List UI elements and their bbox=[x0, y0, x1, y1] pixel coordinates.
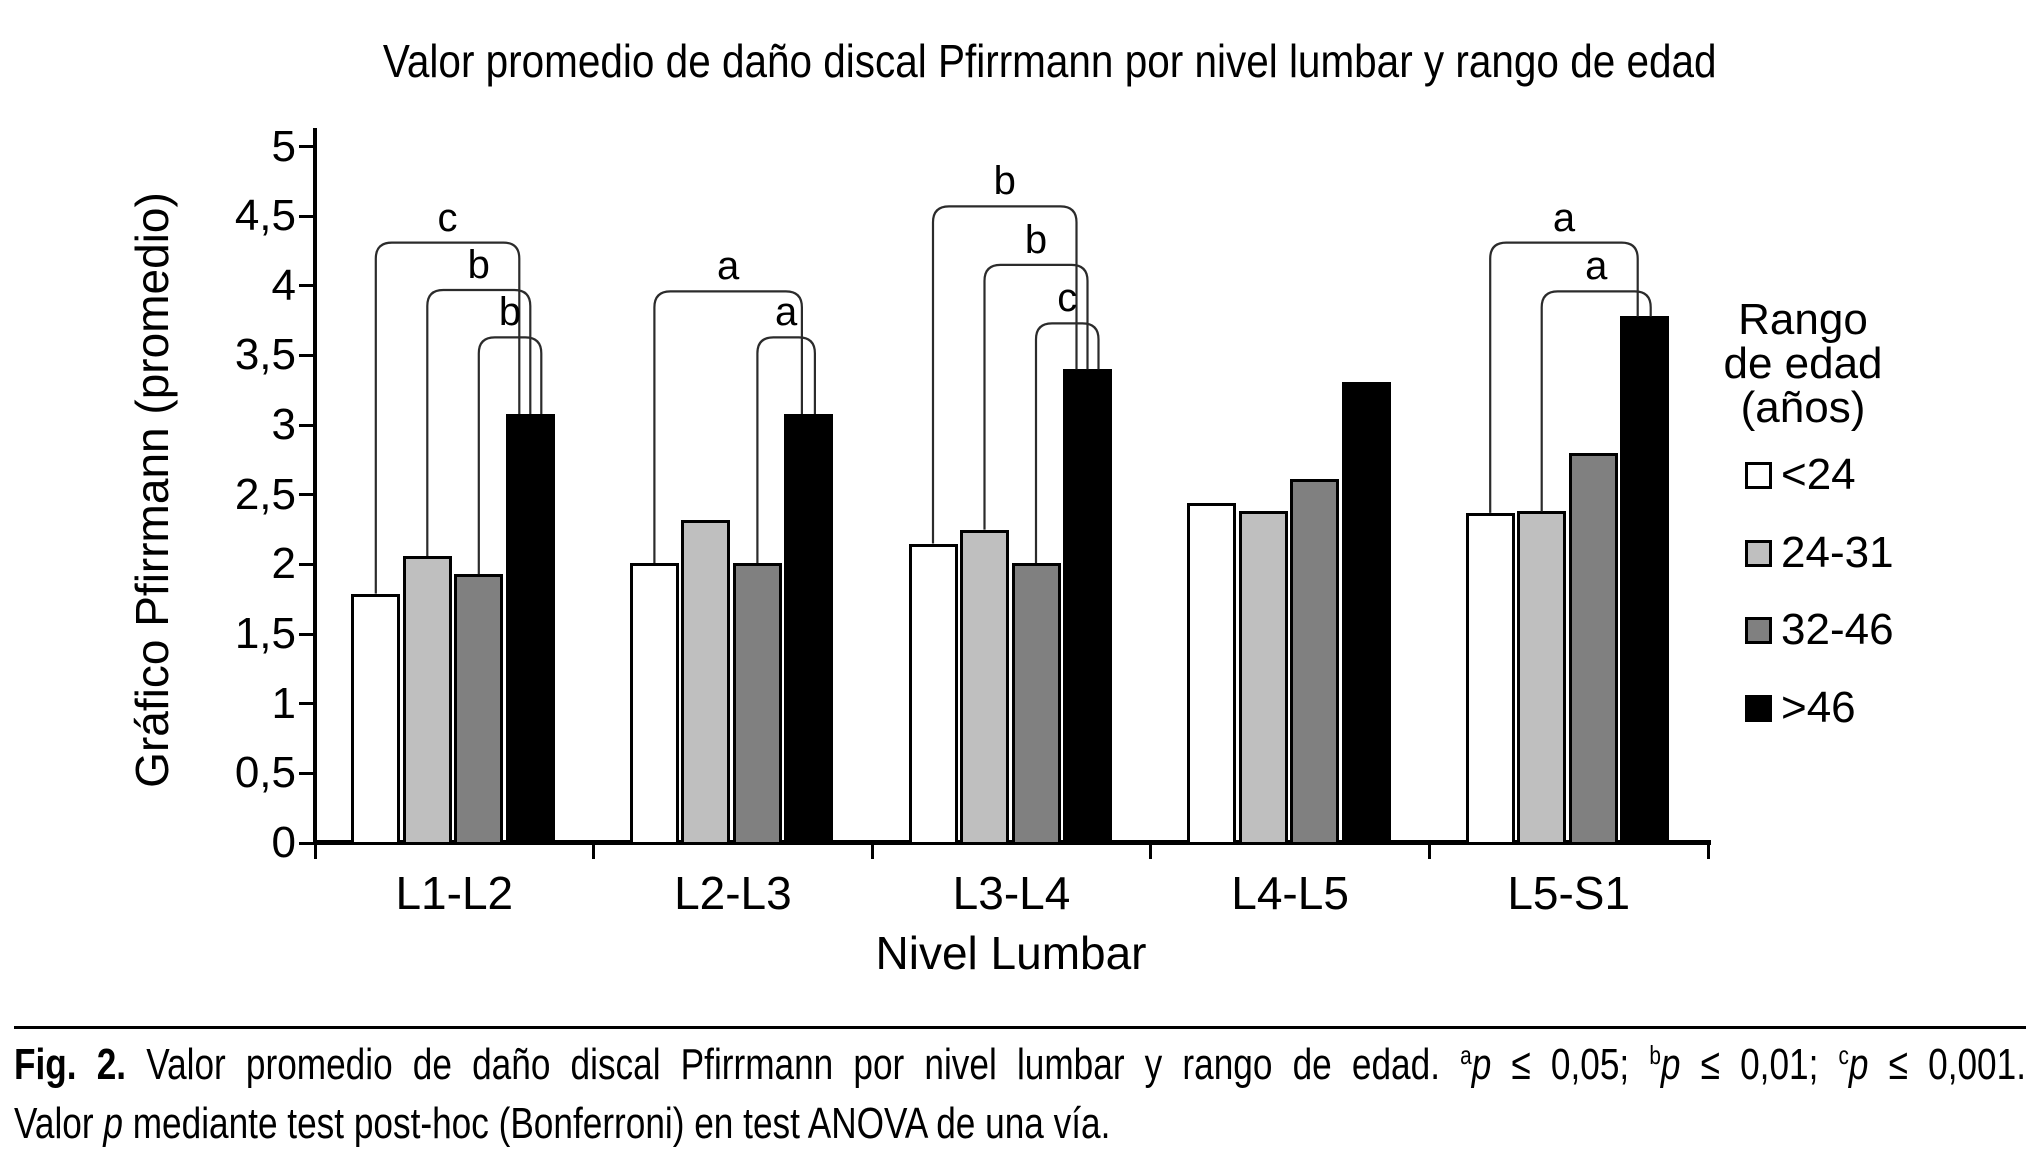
bar bbox=[732, 563, 782, 845]
legend-title: Rango de edad (años) bbox=[1653, 298, 1953, 430]
bar bbox=[402, 556, 452, 845]
bar bbox=[784, 413, 834, 845]
caption-segment: ≤ 0,05; bbox=[1491, 1040, 1650, 1089]
y-tick-label: 1 bbox=[271, 678, 296, 728]
caption-segment: ≤ 0,001. bbox=[1868, 1040, 2026, 1089]
caption-segment: p bbox=[1848, 1040, 1869, 1089]
y-tick-label: 2,5 bbox=[234, 469, 296, 519]
legend-title-line: de edad bbox=[1723, 339, 1883, 388]
caption-segment: Valor bbox=[14, 1099, 104, 1148]
caption-text-line1: Fig. 2. Valor promedio de daño discal Pf… bbox=[14, 1038, 2026, 1097]
bracket-label: a bbox=[775, 290, 798, 335]
y-tick bbox=[299, 771, 315, 775]
y-tick bbox=[299, 562, 315, 566]
y-tick-label: 4,5 bbox=[234, 191, 296, 241]
bar bbox=[505, 413, 555, 845]
caption-segment: ≤ 0,01; bbox=[1680, 1040, 1839, 1089]
x-tick bbox=[313, 843, 317, 859]
bar bbox=[1290, 479, 1340, 845]
legend-item-label: 24-31 bbox=[1781, 528, 1894, 577]
y-tick bbox=[299, 841, 315, 845]
y-tick bbox=[299, 284, 315, 288]
y-tick-label: 2 bbox=[271, 539, 296, 589]
caption-segment: mediante test post-hoc (Bonferroni) en t… bbox=[122, 1099, 1111, 1148]
caption-segment: b bbox=[1649, 1040, 1661, 1070]
bracket-label: a bbox=[717, 244, 740, 289]
bar bbox=[1341, 381, 1391, 845]
category-label: L4-L5 bbox=[1231, 867, 1349, 919]
y-tick bbox=[299, 214, 315, 218]
bar bbox=[908, 543, 958, 845]
y-tick-label: 0 bbox=[271, 818, 296, 867]
caption-segment: p bbox=[1660, 1040, 1681, 1089]
x-tick bbox=[1149, 843, 1153, 859]
bar bbox=[681, 519, 731, 845]
caption-text-line2: Valor p mediante test post-hoc (Bonferro… bbox=[14, 1097, 2026, 1150]
caption-segment: p bbox=[103, 1099, 123, 1148]
bar bbox=[1568, 452, 1618, 845]
x-axis-label: Nivel Lumbar bbox=[875, 927, 1147, 979]
caption-segment: a bbox=[1460, 1040, 1472, 1070]
bar bbox=[454, 574, 504, 845]
bracket-label: b bbox=[467, 242, 490, 287]
legend-title-line: (años) bbox=[1740, 383, 1866, 432]
category-label: L1-L2 bbox=[395, 867, 514, 919]
x-tick bbox=[1706, 843, 1710, 859]
y-tick-label: 5 bbox=[271, 121, 296, 171]
bar bbox=[960, 529, 1009, 845]
bracket-label: b bbox=[1024, 217, 1048, 262]
chart-title: Valor promedio de daño discal Pfirrmann … bbox=[0, 34, 2040, 88]
x-tick bbox=[592, 843, 596, 859]
legend-swatch bbox=[1745, 616, 1772, 644]
legend-swatch bbox=[1745, 539, 1772, 567]
category-label: L5-S1 bbox=[1507, 867, 1631, 919]
legend-swatch bbox=[1745, 694, 1772, 722]
x-tick bbox=[870, 843, 874, 859]
bracket-label: a bbox=[1585, 244, 1608, 289]
bar bbox=[629, 563, 679, 845]
bar bbox=[1063, 369, 1112, 845]
chart-title-text: Valor promedio de daño discal Pfirrmann … bbox=[383, 35, 1717, 87]
x-tick bbox=[1427, 843, 1431, 859]
y-tick bbox=[299, 145, 315, 148]
bar bbox=[1238, 511, 1288, 845]
bar bbox=[1011, 563, 1061, 845]
caption-divider bbox=[14, 1026, 2026, 1029]
bar bbox=[1517, 511, 1567, 845]
y-tick-label: 3,5 bbox=[234, 330, 296, 380]
caption-segment: c bbox=[1838, 1040, 1849, 1070]
y-tick-label: 3 bbox=[271, 400, 296, 450]
bracket-label: b bbox=[498, 290, 522, 335]
bar bbox=[1187, 503, 1237, 845]
y-tick-label: 1,5 bbox=[234, 609, 296, 659]
bar bbox=[351, 593, 401, 845]
category-label: L2-L3 bbox=[674, 867, 792, 919]
caption-segment: p bbox=[1471, 1040, 1492, 1089]
legend-item-label: >46 bbox=[1781, 683, 1856, 732]
bracket-label: c bbox=[437, 195, 458, 240]
y-tick-label: 0,5 bbox=[234, 748, 296, 798]
legend-item-label: 32-46 bbox=[1781, 605, 1894, 654]
legend-title-line: Rango bbox=[1738, 295, 1868, 344]
bracket-label: c bbox=[1057, 276, 1078, 321]
category-label: L3-L4 bbox=[952, 867, 1071, 919]
bar bbox=[1465, 512, 1515, 845]
legend-swatch bbox=[1745, 461, 1772, 489]
y-tick bbox=[299, 423, 315, 427]
y-tick-label: 4 bbox=[271, 260, 296, 310]
caption-segment: Fig. 2. bbox=[14, 1040, 127, 1089]
y-tick bbox=[299, 353, 315, 357]
y-tick bbox=[299, 632, 315, 636]
y-tick bbox=[299, 702, 315, 706]
bracket-label: a bbox=[1552, 195, 1576, 240]
caption-segment: Valor promedio de daño discal Pfirrmann … bbox=[126, 1040, 1461, 1089]
legend-item-label: <24 bbox=[1781, 450, 1856, 499]
y-tick bbox=[299, 493, 315, 497]
bracket-label: b bbox=[993, 159, 1016, 204]
caption-block: Fig. 2. Valor promedio de daño discal Pf… bbox=[14, 1038, 2026, 1150]
y-axis-line bbox=[313, 128, 317, 845]
